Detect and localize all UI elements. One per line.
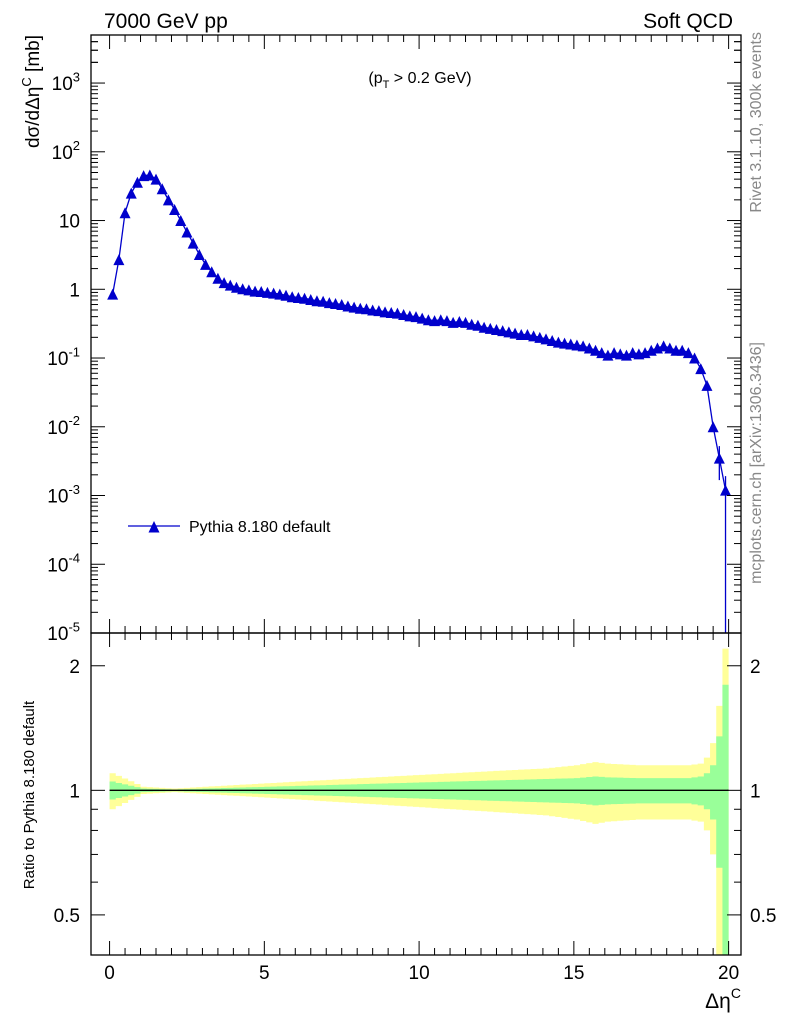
y-tick-label: 103 <box>52 69 80 95</box>
y-tick-label: 10-1 <box>47 344 80 370</box>
data-point <box>583 342 595 354</box>
ratio-y-tick-label-left: 2 <box>69 657 80 678</box>
data-point <box>224 279 236 291</box>
x-tick-label: 10 <box>409 963 430 984</box>
data-point <box>676 344 688 356</box>
data-point <box>695 363 707 375</box>
ratio-axes: 0 5 10 15 20 2 2 1 1 0.5 0.5 <box>54 632 776 984</box>
data-point <box>546 334 558 346</box>
data-point <box>713 452 725 464</box>
data-point <box>113 254 125 266</box>
data-point <box>720 484 732 496</box>
rivet-label: Rivet 3.1.10, 300k events <box>748 32 765 213</box>
data-point <box>230 281 242 293</box>
data-point <box>175 215 187 227</box>
data-point <box>131 176 143 188</box>
data-point <box>150 173 162 185</box>
y-tick-label: 10-2 <box>47 413 80 439</box>
data-point <box>460 316 472 328</box>
data-point <box>410 311 422 323</box>
data-point <box>156 183 168 195</box>
data-point <box>181 226 193 238</box>
series-line <box>112 174 727 491</box>
pt-cut-annotation: (pT > 0.2 GeV) <box>368 70 471 91</box>
data-point <box>212 272 224 284</box>
ratio-ylabel: Ratio to Pythia 8.180 default <box>21 700 38 889</box>
legend: Pythia 8.180 default <box>128 519 331 536</box>
data-point <box>707 421 719 433</box>
data-point <box>218 277 230 289</box>
y-tick-label: 10 <box>59 212 80 233</box>
data-point <box>107 288 119 300</box>
data-point <box>590 344 602 356</box>
y-tick-label: 10-5 <box>47 619 80 645</box>
header-right-label: Soft QCD <box>643 10 733 33</box>
x-tick-label: 15 <box>563 963 584 984</box>
data-point <box>658 340 670 352</box>
y-tick-label: 102 <box>52 138 80 164</box>
ratio-y-tick-label-right: 0.5 <box>750 906 776 927</box>
data-point <box>689 352 701 364</box>
ratio-y-tick-label-left: 1 <box>69 781 80 802</box>
main-frame <box>90 34 742 634</box>
legend-marker <box>148 521 160 533</box>
data-point <box>472 319 484 331</box>
data-point <box>187 237 199 249</box>
data-point <box>193 249 205 261</box>
data-point <box>596 347 608 359</box>
data-point <box>540 333 552 345</box>
y-tick-label: 1 <box>69 280 80 301</box>
ratio-y-tick-label-right: 1 <box>750 781 761 802</box>
data-point <box>441 315 453 327</box>
data-point <box>528 330 540 342</box>
ratio-band-outer <box>109 648 729 955</box>
ratio-band-inner <box>109 684 729 955</box>
legend-entry-label: Pythia 8.180 default <box>189 519 331 536</box>
x-axis-label: ΔηC <box>705 985 741 1013</box>
data-point <box>280 289 292 301</box>
data-point <box>144 169 156 181</box>
data-point <box>577 340 589 352</box>
ratio-y-tick-label-right: 2 <box>750 657 761 678</box>
data-point <box>206 266 218 278</box>
ratio-bands <box>109 648 729 955</box>
data-point <box>682 347 694 359</box>
data-point <box>416 312 428 324</box>
mcplots-label: mcplots.cern.ch [arXiv:1306.3436] <box>748 342 765 584</box>
main-data-series <box>107 169 732 633</box>
header-left-label: 7000 GeV pp <box>104 10 228 33</box>
data-point <box>125 187 137 199</box>
data-point <box>162 194 174 206</box>
data-point <box>200 258 212 270</box>
y-tick-label: 10-3 <box>47 482 80 508</box>
data-point <box>701 379 713 391</box>
data-point <box>336 299 348 311</box>
data-point <box>521 328 533 340</box>
ratio-frame <box>90 632 742 956</box>
x-tick-label: 0 <box>104 963 115 984</box>
data-point <box>664 342 676 354</box>
data-point <box>119 207 131 219</box>
main-ylabel: dσ/dΔηC [mb] <box>19 35 44 148</box>
data-point <box>169 203 181 215</box>
ratio-y-tick-label-left: 0.5 <box>54 906 80 927</box>
data-point <box>534 331 546 343</box>
x-tick-label: 20 <box>718 963 739 984</box>
x-tick-label: 5 <box>259 963 270 984</box>
y-tick-label: 10-4 <box>47 551 80 577</box>
data-point <box>398 308 410 320</box>
